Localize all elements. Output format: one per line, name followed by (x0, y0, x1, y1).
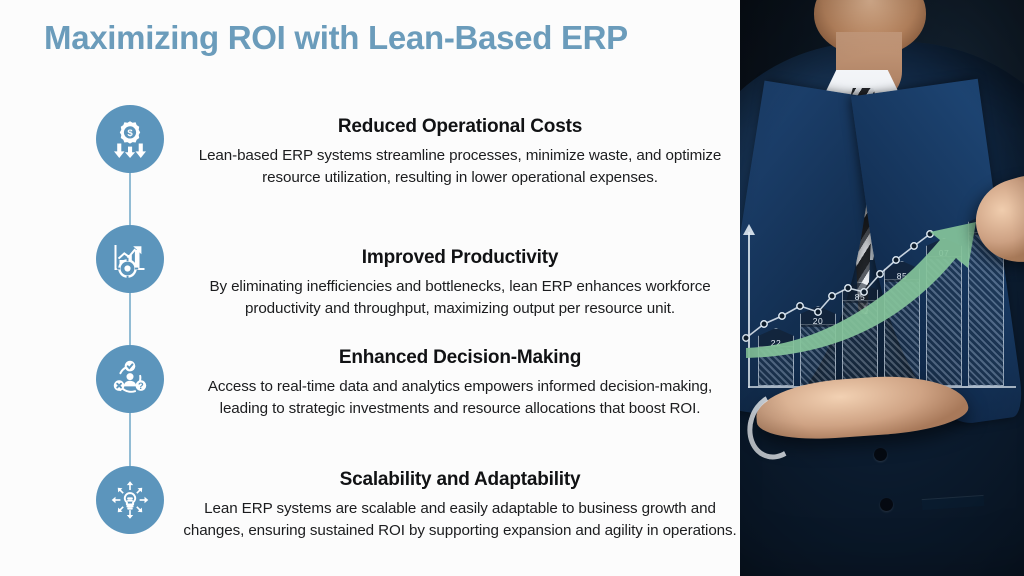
timeline-connector (129, 150, 131, 510)
jacket-button (874, 448, 887, 461)
gear-dollar-down-arrows-icon: $ (96, 105, 164, 173)
item-heading: Reduced Operational Costs (337, 116, 583, 137)
person-decision-cycle-icon: ? (96, 345, 164, 413)
item-text: Scalability and Adaptability Lean ERP sy… (182, 469, 738, 541)
jacket-pocket (921, 494, 985, 511)
svg-text:$: $ (127, 128, 133, 139)
item-body: Lean-based ERP systems streamline proces… (198, 146, 722, 186)
item-heading: Enhanced Decision-Making (338, 347, 582, 368)
item-heading: Scalability and Adaptability (339, 469, 581, 490)
item-text: Reduced Operational Costs Lean-based ERP… (182, 116, 738, 188)
item-body: Access to real-time data and analytics e… (207, 377, 713, 417)
page-title: Maximizing ROI with Lean-Based ERP (44, 19, 628, 56)
svg-text:?: ? (138, 380, 144, 391)
businessman-photo: 22 20 85 85 07 (740, 0, 1024, 576)
item-heading: Improved Productivity (361, 247, 559, 268)
growth-trend-overlay (742, 222, 976, 358)
content-panel: Maximizing ROI with Lean-Based ERP $ (44, 19, 738, 541)
lightbulb-expand-arrows-icon (96, 466, 164, 534)
item-body: By eliminating inefficiencies and bottle… (209, 277, 711, 317)
bar-chart-growth-gear-icon (96, 225, 164, 293)
jacket-button (880, 498, 893, 511)
item-text: Enhanced Decision-Making Access to real-… (182, 347, 738, 419)
item-text: Improved Productivity By eliminating ine… (182, 247, 738, 319)
item-body: Lean ERP systems are scalable and easily… (183, 499, 737, 539)
